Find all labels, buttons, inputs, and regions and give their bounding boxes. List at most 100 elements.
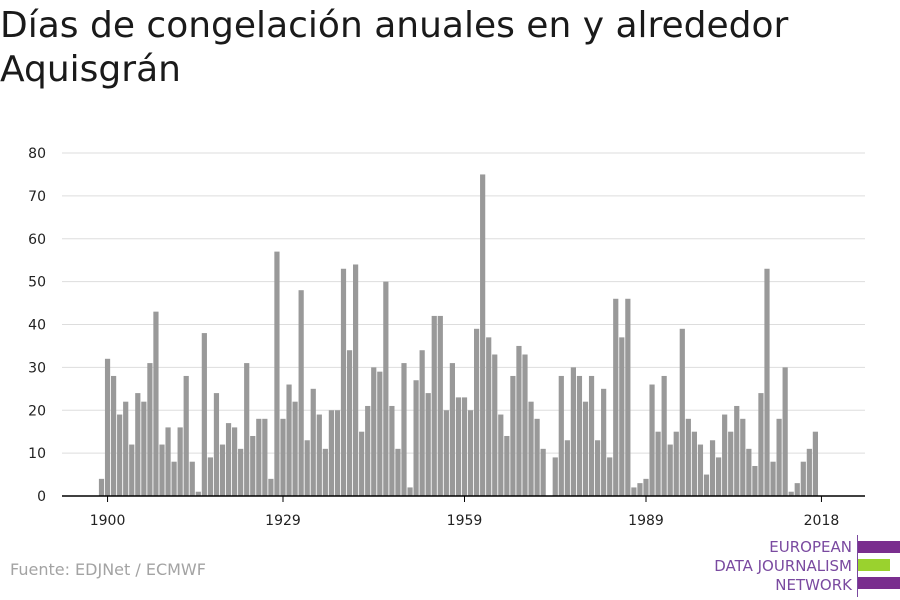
logo-bar-top (858, 541, 900, 553)
bar-2003 (728, 431, 734, 496)
bar-2011 (776, 418, 782, 496)
bar-1970 (528, 401, 534, 496)
bar-1990 (649, 384, 655, 496)
bar-1955 (437, 315, 443, 496)
bar-1989 (643, 478, 649, 496)
bar-1899 (98, 478, 105, 496)
bar-1900 (104, 358, 111, 496)
bar-1953 (425, 393, 431, 496)
bar-2007 (752, 465, 758, 496)
bar-1906 (141, 401, 147, 496)
bar-1951 (413, 380, 419, 496)
bar-1904 (129, 444, 135, 496)
bar-2005 (740, 418, 746, 496)
bar-1981 (595, 440, 601, 496)
x-tick-label: 1929 (265, 513, 301, 529)
bar-1977 (570, 367, 576, 497)
bar-1933 (304, 440, 310, 496)
bar-1901 (111, 375, 117, 496)
bar-1910 (165, 427, 171, 496)
y-tick-label: 50 (28, 275, 46, 291)
bar-1986 (625, 298, 631, 496)
bar-2006 (746, 448, 752, 496)
logo-bar-bottom (858, 577, 900, 589)
bar-1991 (655, 431, 661, 496)
bar-1922 (238, 448, 244, 496)
bar-1934 (310, 388, 316, 496)
bar-2015 (800, 461, 806, 496)
x-tick-label: 1900 (90, 513, 126, 529)
bar-1988 (637, 483, 643, 496)
logo-text-network: NETWORK (775, 576, 852, 594)
bar-1948 (395, 448, 401, 496)
bar-1964 (492, 354, 498, 496)
bar-1954 (431, 315, 437, 496)
bar-2008 (758, 393, 764, 496)
bar-1908 (153, 311, 159, 496)
bar-1920 (225, 423, 232, 496)
bar-1980 (588, 375, 595, 496)
bar-1969 (522, 354, 528, 496)
logo-text-data-journalism: DATA JOURNALISM (714, 557, 852, 575)
bar-1992 (661, 375, 667, 496)
bar-1923 (244, 363, 250, 496)
y-tick-label: 60 (28, 232, 46, 248)
bar-1957 (449, 363, 455, 496)
bar-1960 (467, 410, 474, 496)
bar-1963 (486, 337, 492, 496)
bar-2009 (764, 268, 770, 496)
bar-2017 (812, 431, 818, 496)
bar-1930 (286, 384, 292, 496)
bar-1937 (328, 410, 334, 496)
bar-1942 (359, 431, 365, 496)
bar-2013 (788, 491, 794, 496)
chart-title: Días de congelación anuales en y alreded… (0, 5, 789, 90)
bar-1961 (474, 328, 480, 496)
bar-1984 (613, 298, 619, 496)
bar-1946 (383, 281, 389, 497)
bars (98, 174, 818, 497)
bar-1919 (219, 444, 226, 496)
y-tick-label: 40 (28, 318, 46, 334)
bar-1914 (189, 461, 195, 496)
bar-1927 (268, 478, 274, 496)
bar-1940 (346, 350, 353, 496)
logo-divider (857, 535, 858, 597)
bar-1958 (455, 397, 462, 496)
bar-1982 (601, 388, 607, 496)
bar-1949 (401, 363, 407, 496)
bar-1945 (377, 371, 383, 496)
bar-2016 (806, 448, 812, 496)
bar-1943 (365, 405, 371, 496)
bar-1939 (340, 268, 347, 496)
source-note: Fuente: EDJNet / ECMWF (10, 560, 206, 579)
y-axis-ticks: 0 10 20 30 40 50 60 70 80 (28, 146, 46, 505)
bar-2012 (782, 367, 788, 497)
bar-1926 (262, 418, 268, 496)
y-tick-label: 80 (28, 146, 46, 162)
bar-1950 (407, 487, 413, 496)
bar-1909 (159, 444, 165, 496)
bar-1907 (147, 363, 153, 496)
bar-1912 (177, 427, 183, 496)
bar-1962 (480, 174, 486, 496)
bar-1966 (504, 435, 510, 496)
bar-1978 (576, 375, 583, 496)
bar-1936 (322, 448, 328, 496)
logo-text-european: EUROPEAN (769, 538, 852, 556)
bar-1911 (171, 461, 177, 496)
bar-1985 (619, 337, 625, 496)
bar-1971 (534, 418, 540, 496)
bar-1944 (371, 367, 377, 497)
bar-1917 (207, 457, 213, 496)
bar-2014 (794, 483, 800, 496)
y-tick-label: 70 (28, 189, 46, 205)
bar-1916 (201, 333, 207, 496)
bar-2002 (722, 414, 728, 496)
x-tick-label: 1959 (447, 513, 483, 529)
bar-1928 (274, 251, 280, 496)
bar-1952 (419, 350, 425, 496)
x-axis-ticks: 1900 1929 1959 1989 2018 (90, 496, 840, 529)
x-tick-label: 2018 (804, 513, 840, 529)
bar-1965 (498, 414, 504, 496)
